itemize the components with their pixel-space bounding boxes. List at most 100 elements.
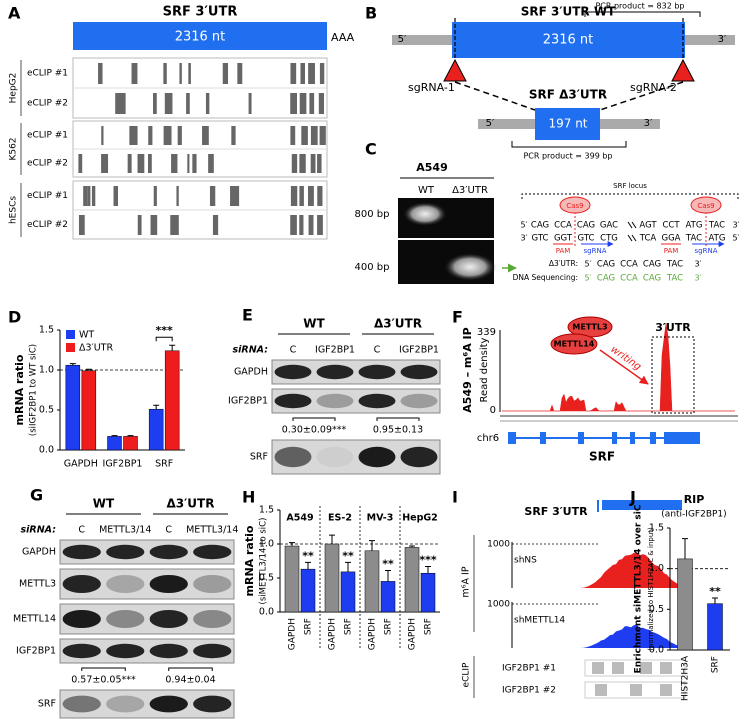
blot-band — [193, 643, 232, 659]
row-label: METTL14 — [13, 614, 56, 625]
x-tick-label: IGF2BP1 — [103, 459, 143, 470]
row-label: IGF2BP1 — [16, 646, 56, 657]
error-bar — [345, 561, 351, 572]
track-label: eCLIP #1 — [27, 131, 68, 141]
x-tick-label: GAPDH — [328, 618, 338, 650]
clip-peak — [248, 93, 252, 114]
label: IGF2BP1 #1 — [502, 664, 556, 674]
label: Cas9 — [566, 202, 583, 210]
clip-peak — [208, 154, 214, 173]
clip-peak — [127, 154, 132, 173]
label: Δ3′UTR: — [549, 259, 578, 268]
codon: GTC — [532, 234, 549, 244]
clip-peak — [212, 215, 219, 235]
row-label: IGF2BP1 — [228, 396, 268, 407]
label: Cas9 — [697, 202, 714, 210]
label: PAM — [664, 247, 679, 255]
cell-line: K562 — [9, 137, 19, 160]
label: IGF2BP1 — [315, 345, 355, 356]
clip-peak — [163, 63, 167, 84]
label: eCLIP — [462, 662, 472, 687]
coverage — [580, 625, 690, 648]
label: shMETTL14 — [514, 616, 565, 626]
clip-peak — [235, 186, 240, 206]
clip-peak — [299, 215, 304, 235]
title: SRF 3′UTR — [524, 505, 588, 518]
label: chr6 — [477, 433, 499, 444]
error-bar — [289, 542, 295, 547]
clip-peak — [131, 63, 137, 84]
y-tick-label: 0.0 — [649, 645, 664, 656]
label: 3′ — [733, 221, 740, 230]
clip-peak — [209, 186, 216, 206]
blot-band — [358, 446, 396, 468]
row-label: METTL3 — [19, 579, 56, 590]
clip-peak — [192, 154, 197, 173]
label: siRNA: — [20, 525, 56, 536]
label: m⁶A IP — [461, 566, 472, 597]
label: 3′ — [718, 34, 727, 45]
label: A549 — [416, 161, 447, 174]
codon: TAC — [708, 221, 725, 231]
bar — [404, 547, 420, 613]
label: 197 nt — [548, 117, 587, 131]
codon: CCA — [554, 221, 572, 231]
row-label: GAPDH — [234, 367, 268, 378]
error-bar — [425, 565, 431, 574]
clip-peak — [179, 63, 182, 84]
codon: GTC — [578, 234, 595, 244]
blot-band — [106, 575, 145, 593]
blot-band — [106, 610, 145, 628]
utr-bar — [73, 22, 327, 50]
y-axis-label: mRNA ratio — [13, 354, 26, 425]
label: C — [290, 345, 297, 356]
clip-peak — [101, 126, 104, 145]
label: sgRNA — [695, 247, 718, 255]
error-bar — [111, 435, 118, 437]
label: 800 bp — [355, 209, 390, 220]
y-tick-label: 1.5 — [259, 505, 274, 516]
gel-band — [444, 253, 496, 281]
join — [599, 81, 684, 111]
clip-peak — [291, 154, 298, 173]
label: 3′UTR — [655, 321, 691, 334]
codon: CCA — [620, 274, 638, 284]
label: sgRNA-2 — [630, 81, 677, 94]
label: AAA — [331, 31, 355, 44]
y-tick-label: 1.5 — [39, 325, 54, 336]
blot-band — [106, 695, 145, 713]
label: sgRNA — [584, 247, 607, 255]
x-tick-label: SRF — [424, 618, 434, 635]
blot-band — [400, 393, 438, 409]
group-label: ES-2 — [328, 513, 352, 524]
label: METTL3/14 — [186, 525, 238, 536]
bar — [284, 545, 300, 613]
clip-peak — [290, 186, 298, 206]
y-tick-label: 0.5 — [259, 573, 274, 584]
clip-peak — [299, 186, 304, 206]
error-bar — [69, 363, 76, 366]
label: 2316 nt — [175, 30, 226, 45]
clip-peak — [177, 126, 182, 145]
cell-line: hESCs — [9, 196, 19, 224]
label: 400 bp — [355, 262, 390, 273]
clip-peak — [186, 93, 190, 114]
panel-label: J — [629, 488, 636, 507]
exon — [578, 432, 584, 444]
label: IGF2BP1 #2 — [502, 686, 556, 696]
y-tick-label: 1.0 — [649, 563, 664, 574]
panel-label: E — [242, 306, 253, 325]
panel-label: B — [365, 4, 377, 23]
group-label: HepG2 — [402, 513, 438, 524]
clip-peak — [78, 154, 83, 173]
codon: ATG — [709, 234, 726, 244]
clip-peak — [300, 63, 305, 84]
error-bar — [385, 570, 391, 582]
clip-peak — [174, 215, 179, 235]
clip-peak — [171, 154, 178, 173]
significance: ** — [342, 549, 354, 562]
y-axis-label: (normalized to HIST1H2AC & input) — [647, 527, 655, 651]
label: 3′ — [695, 260, 702, 269]
sgrna-site — [671, 58, 695, 82]
clip-peak — [222, 63, 229, 84]
